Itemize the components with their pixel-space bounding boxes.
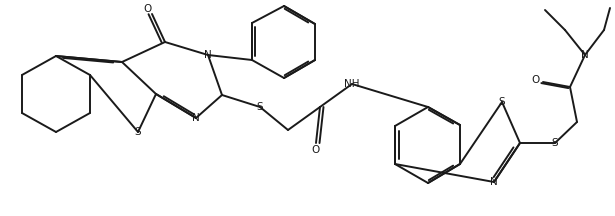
- Text: O: O: [312, 145, 320, 155]
- Text: N: N: [204, 50, 212, 60]
- Text: O: O: [144, 4, 152, 14]
- Text: N: N: [490, 177, 498, 187]
- Text: S: S: [499, 97, 506, 107]
- Text: N: N: [192, 113, 200, 123]
- Text: S: S: [552, 138, 558, 148]
- Text: NH: NH: [344, 79, 360, 89]
- Text: S: S: [256, 102, 263, 112]
- Text: S: S: [135, 127, 141, 137]
- Text: O: O: [532, 75, 540, 85]
- Text: N: N: [581, 50, 589, 60]
